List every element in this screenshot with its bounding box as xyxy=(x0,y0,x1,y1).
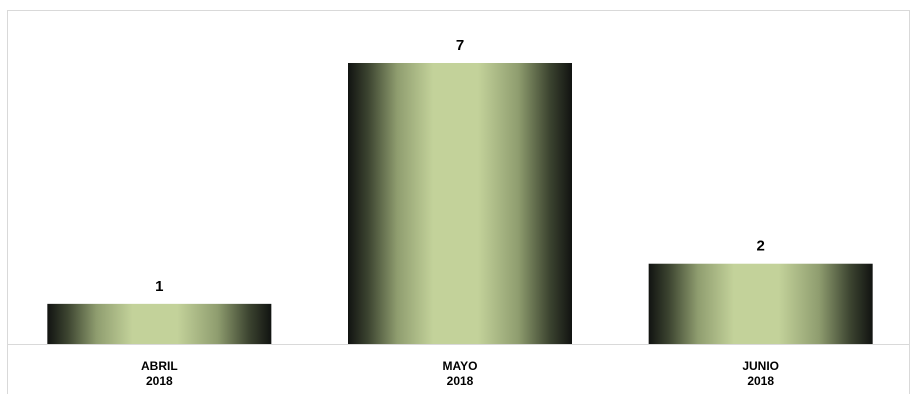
data-label-abril: 1 xyxy=(155,278,163,295)
data-labels-layer: 1 7 2 xyxy=(155,37,765,295)
bar-junio xyxy=(648,263,873,344)
tick-label-abril: ABRIL 2018 xyxy=(141,359,178,388)
bar-mayo xyxy=(348,63,572,344)
bar-abril xyxy=(47,303,272,344)
tick-label-line: 2018 xyxy=(747,374,774,388)
data-label-mayo: 7 xyxy=(456,37,464,54)
data-label-junio: 2 xyxy=(756,238,764,255)
bars-layer xyxy=(47,63,873,344)
tick-label-line: 2018 xyxy=(146,374,173,388)
tick-label-junio: JUNIO 2018 xyxy=(742,359,779,388)
tick-label-line: 2018 xyxy=(447,374,474,388)
tick-label-line: MAYO xyxy=(443,359,478,373)
tick-label-line: ABRIL xyxy=(141,359,178,373)
chart-frame xyxy=(7,10,910,394)
tick-label-mayo: MAYO 2018 xyxy=(443,359,478,388)
tick-label-line: JUNIO xyxy=(742,359,779,373)
